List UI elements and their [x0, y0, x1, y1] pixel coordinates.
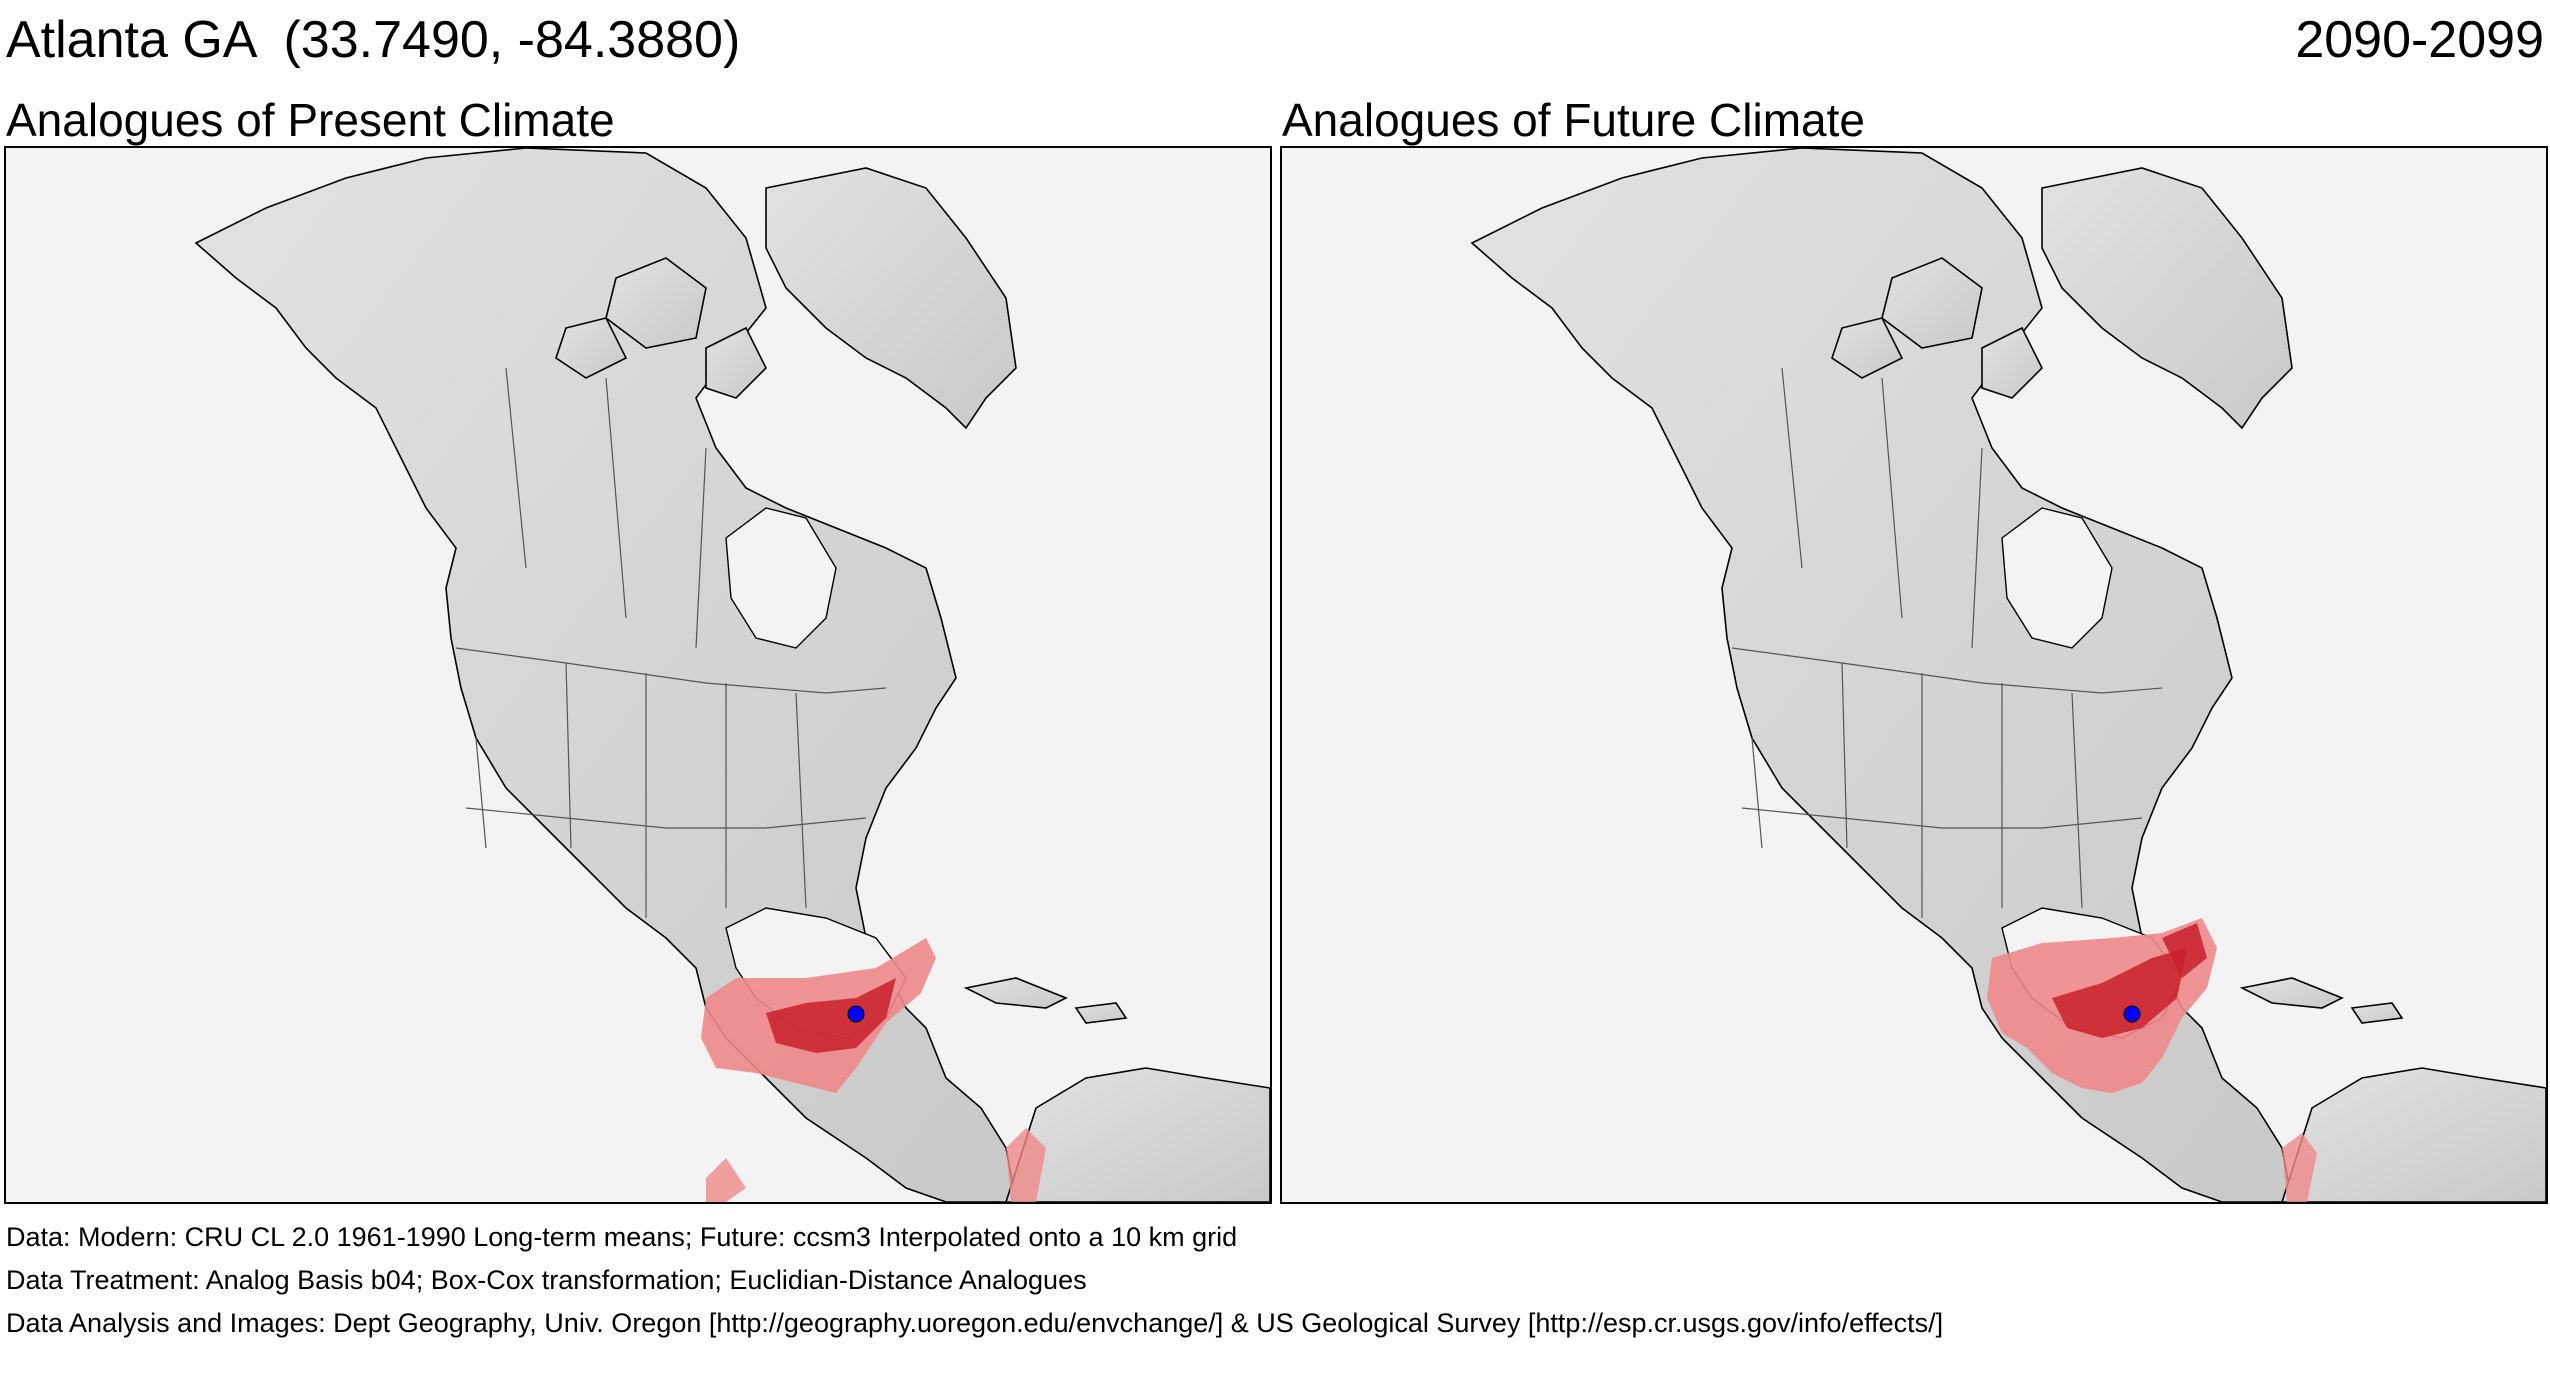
location-marker	[847, 1005, 865, 1023]
data-source-note: Data: Modern: CRU CL 2.0 1961-1990 Long-…	[6, 1222, 1238, 1252]
boundary-lines	[1731, 367, 2163, 918]
data-treatment-note: Data Treatment: Analog Basis b04; Box-Co…	[6, 1265, 1087, 1295]
hudson-bay	[725, 507, 837, 649]
present-climate-map	[4, 146, 1272, 1204]
location-marker	[2123, 1005, 2141, 1023]
hudson-bay	[2001, 507, 2113, 649]
boundary-lines	[455, 367, 887, 918]
future-climate-map	[1280, 146, 2548, 1204]
credits-note: Data Analysis and Images: Dept Geography…	[6, 1308, 1944, 1338]
location-title: Atlanta GA (33.7490, -84.3880)	[6, 11, 741, 69]
future-analogue-region	[1987, 918, 2317, 1202]
future-panel-title: Analogues of Future Climate	[1282, 94, 1865, 146]
period-label: 2090-2099	[2295, 11, 2544, 69]
present-panel-title: Analogues of Present Climate	[6, 94, 615, 146]
landmass	[1470, 148, 2546, 1202]
present-analogue-region	[701, 938, 1046, 1202]
